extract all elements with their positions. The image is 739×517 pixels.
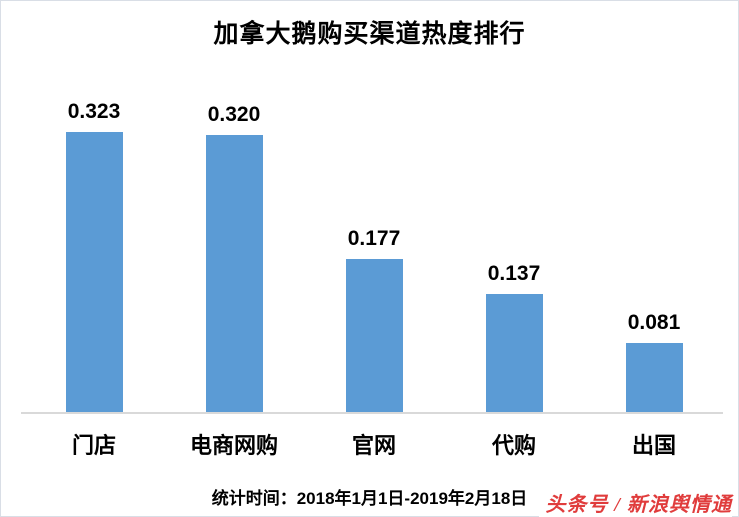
stats-period-label: 统计时间：2018年1月1日-2019年2月18日 xyxy=(211,489,528,508)
x-axis-line xyxy=(21,412,723,414)
category-label: 门店 xyxy=(71,433,116,458)
category-label: 电商网购 xyxy=(189,433,278,458)
bar xyxy=(65,132,123,413)
bar-value-label: 0.137 xyxy=(487,262,541,285)
watermark: 头条号 / 新浪舆情通 xyxy=(539,488,732,517)
bar xyxy=(485,294,543,413)
bar xyxy=(205,135,263,413)
category-axis: 门店 电商网购 官网 代购 出国 xyxy=(24,428,724,460)
bar-value-label: 0.323 xyxy=(67,100,121,123)
category-label: 出国 xyxy=(631,433,676,458)
bar-value-label: 0.320 xyxy=(207,103,261,126)
category-label: 代购 xyxy=(491,433,536,458)
plot-area: 0.323 0.320 0.177 0.137 0.081 xyxy=(24,1,724,413)
bar-value-label: 0.081 xyxy=(627,311,681,334)
bar xyxy=(625,343,683,413)
category-label: 官网 xyxy=(351,433,396,458)
chart-title: 加拿大鹅购买渠道热度排行 xyxy=(213,20,526,48)
bar-value-label: 0.177 xyxy=(347,227,401,250)
bar xyxy=(345,259,403,413)
